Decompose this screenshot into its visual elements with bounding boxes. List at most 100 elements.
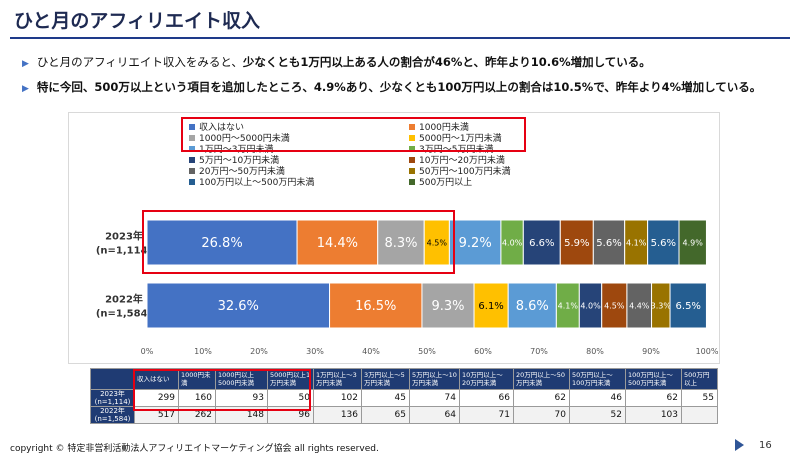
table-cell: 45: [361, 389, 410, 407]
x-tick-label: 90%: [642, 347, 660, 356]
data-label: 4.0%: [502, 238, 523, 247]
x-tick-label: 20%: [250, 347, 268, 356]
bar-segment: [678, 219, 707, 266]
data-label: 9.3%: [431, 299, 464, 314]
legend-label: 1万円～3万円未満: [199, 143, 273, 155]
table-cell: 52: [569, 406, 626, 424]
legend-label: 1000円～5000円未満: [199, 132, 290, 144]
legend-label: 50万円～100万円未満: [419, 165, 511, 177]
table-cell: 136: [313, 406, 362, 424]
table-header-cell: 50万円以上～100万円未満: [569, 368, 626, 390]
legend-swatch: [189, 135, 195, 141]
legend-swatch: [409, 146, 415, 152]
bullet-triangle-icon: ▶: [22, 59, 29, 69]
table-header-cell: 1万円以上～3万円未満: [313, 368, 362, 390]
table-header-cell: 3万円以上～5万円未満: [361, 368, 410, 390]
table-cell: 55: [681, 389, 718, 407]
table-cell: 64: [409, 406, 460, 424]
legend-highlight-box: [181, 117, 526, 152]
bar-segment: [421, 282, 475, 329]
x-tick-label: 50%: [418, 347, 436, 356]
bullet-1-text: ひと月のアフィリエイト収入をみると、: [36, 55, 243, 69]
table-row: 2022年 (n=1,584) 517 262 148 96 136 65 64 71 70 52 1…: [90, 406, 718, 424]
data-label: 4.5%: [604, 301, 625, 310]
bar-segment: [647, 219, 680, 266]
bar-segment: [669, 282, 707, 329]
data-label: 26.8%: [201, 236, 242, 251]
bullet-2: ▶ 特に今回、500万以上という項目を追加したところ、4.9%あり、少なくとも10…: [22, 80, 782, 97]
category-label: 2022年: [105, 293, 143, 306]
table-cell: [681, 406, 718, 424]
data-label: 5.6%: [651, 238, 676, 249]
data-label: 8.3%: [384, 236, 417, 251]
data-table: 収入はない 1000円未満 1000円以上5000円未満 5000円以上1万円未満 1万…: [90, 368, 718, 424]
table-cell: 71: [459, 406, 514, 424]
legend-swatch: [189, 168, 195, 174]
legend-swatch: [409, 157, 415, 163]
table-cell: 65: [361, 406, 410, 424]
data-label: 6.6%: [529, 238, 554, 249]
data-label: 14.4%: [317, 236, 358, 251]
data-label: 9.2%: [459, 236, 492, 251]
legend-swatch: [189, 179, 195, 185]
bar-segment: [377, 219, 425, 266]
legend-swatch: [189, 157, 195, 163]
table-header-cell: 500万円以上: [681, 368, 718, 390]
bullet-1: ▶ ひと月のアフィリエイト収入をみると、少なくとも1万円以上ある人の割合が46%と…: [22, 55, 651, 72]
table-cell: 66: [459, 389, 514, 407]
x-tick-label: 60%: [474, 347, 492, 356]
data-label: 4.1%: [626, 238, 647, 247]
bar-segment: [423, 219, 450, 266]
data-label: 4.4%: [629, 301, 650, 310]
legend-label: 1000円未満: [419, 121, 469, 133]
legend-label: 100万円以上～500万円未満: [199, 176, 314, 188]
table-row-label: 2022年 (n=1,584): [90, 406, 135, 424]
bar-segment: [448, 219, 502, 266]
data-label: 32.6%: [218, 299, 259, 314]
title-divider: [10, 37, 790, 39]
chart-area: 収入はない 1000円未満 1000円～5000円未満 5000円～1万円未満 1万円～…: [68, 112, 720, 364]
bar-segment: [507, 282, 557, 329]
data-label: 5.6%: [596, 238, 621, 249]
legend-label: 3万円～5万円未満: [419, 143, 493, 155]
table-row: 2023年 (n=1,114) 299 160 93 50 102 45 74 66 62 46 62…: [90, 389, 718, 407]
category-label: (n=1,584): [96, 309, 152, 320]
bar-segment: [626, 282, 653, 329]
table-cell: 62: [513, 389, 570, 407]
bar-segment: [473, 282, 509, 329]
legend-swatch: [409, 135, 415, 141]
data-label: 6.1%: [478, 301, 503, 312]
legend-label: 10万円～20万円未満: [419, 154, 505, 166]
legend-label: 500万円以上: [419, 177, 472, 188]
next-arrow-icon[interactable]: [735, 439, 744, 451]
table-cell: 50: [267, 389, 314, 407]
stacked-bar-chart: 収入はない 1000円未満 1000円～5000円未満 5000円～1万円未満 1万円～…: [96, 121, 719, 356]
table-cell: 46: [569, 389, 626, 407]
table-cell: 62: [625, 389, 682, 407]
table-cell: 70: [513, 406, 570, 424]
x-tick-label: 10%: [194, 347, 212, 356]
table-header-cell: 100万円以上～500万円未満: [625, 368, 682, 390]
bullet-2-text: 特に今回、500万以上という項目を追加したところ、4.9%あり、少なくとも100…: [36, 80, 762, 94]
data-label: 3.3%: [651, 301, 672, 310]
data-label: 16.5%: [355, 299, 396, 314]
data-label: 8.6%: [516, 299, 549, 314]
data-label: 6.5%: [676, 301, 701, 312]
legend-label: 5万円～10万円未満: [199, 154, 279, 166]
legend-swatch: [189, 124, 195, 130]
data-label: 4.9%: [683, 238, 704, 247]
bar-highlight-box: [142, 210, 455, 274]
legend-swatch: [189, 146, 195, 152]
bullet-triangle-icon: ▶: [22, 84, 29, 94]
bar-segment: [146, 282, 331, 329]
table-cell: 74: [409, 389, 460, 407]
legend-swatch: [409, 168, 415, 174]
page-number: 16: [759, 440, 772, 451]
x-tick-label: 100%: [696, 347, 719, 356]
data-label: 4.1%: [558, 301, 579, 310]
table-corner-cell: [90, 368, 135, 390]
table-header-cell: 5万円以上～10万円未満: [409, 368, 460, 390]
copyright-footer: copyright © 特定非営利活動法人アフィリエイトマーケティング協会 al…: [10, 444, 379, 454]
legend-label: 20万円～50万円未満: [199, 165, 285, 177]
data-label: 4.0%: [580, 301, 601, 310]
